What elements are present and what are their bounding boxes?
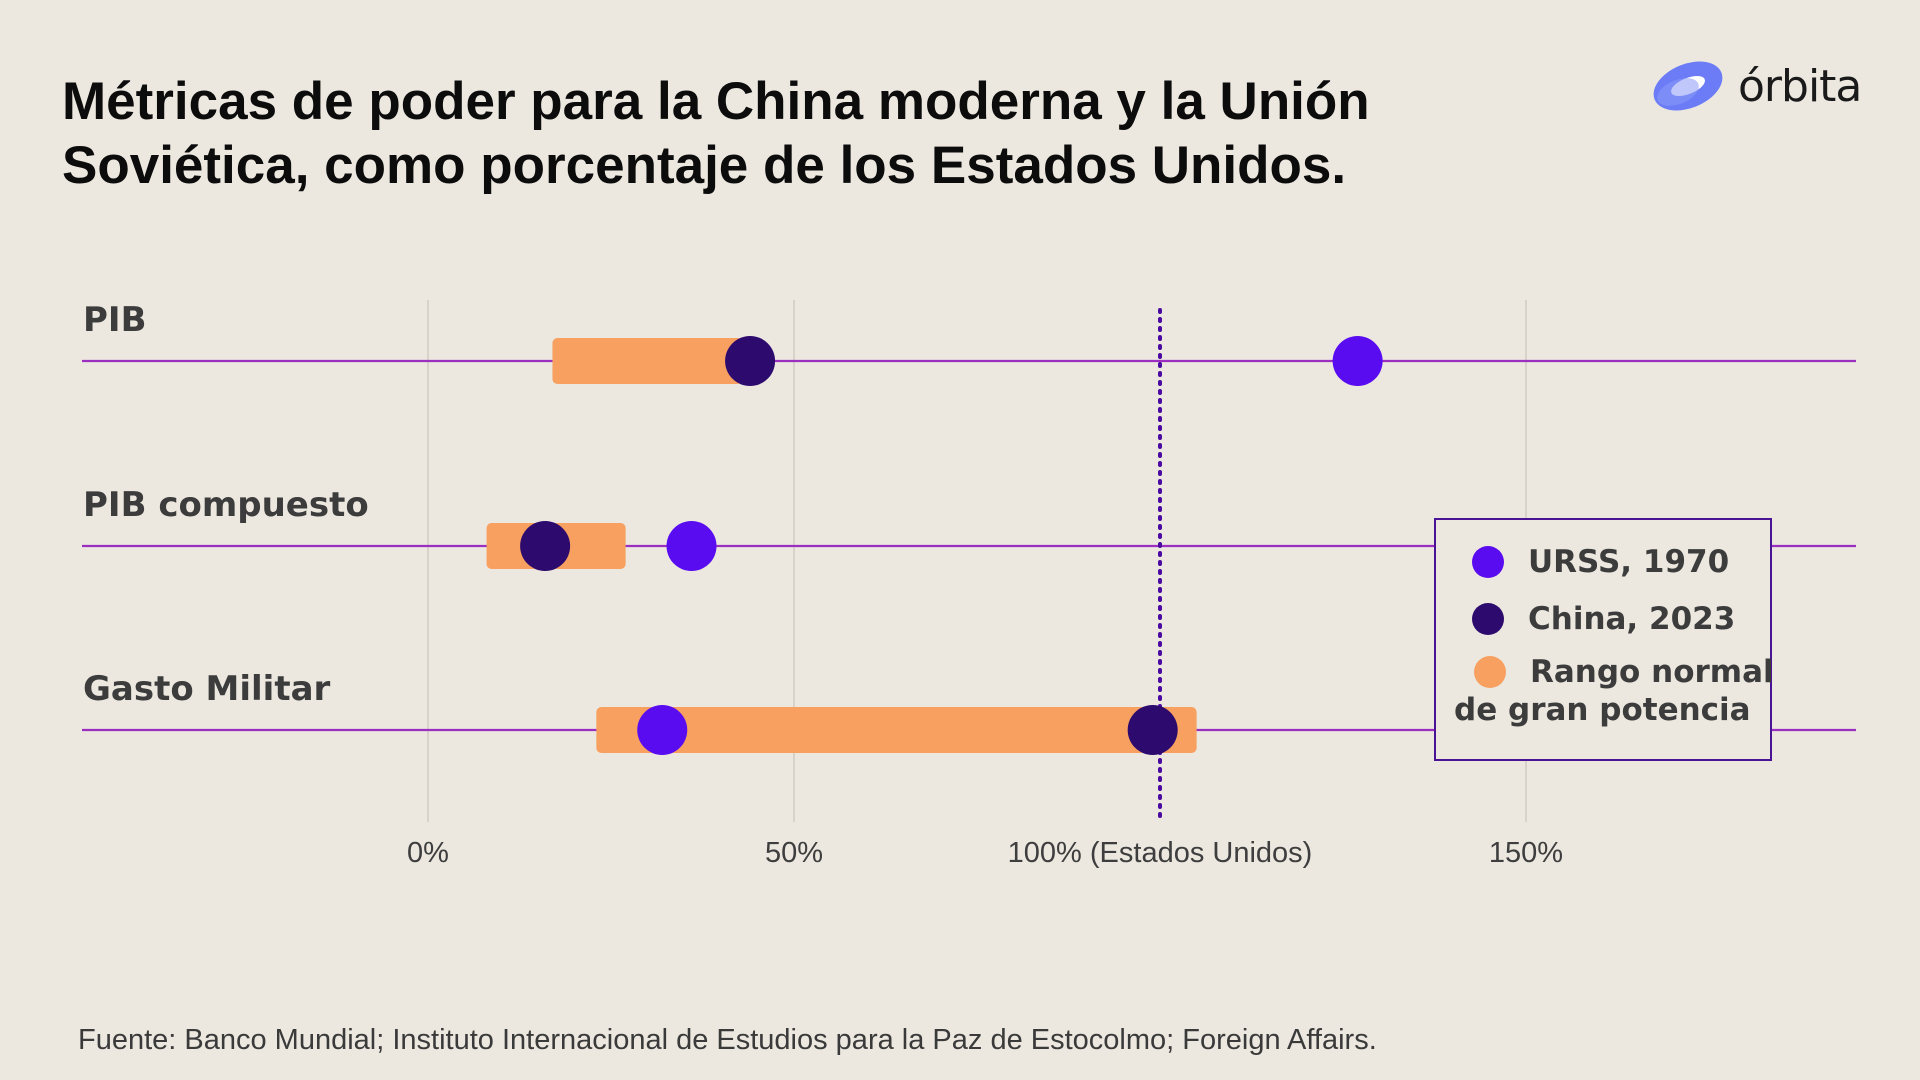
category-label-0: PIB	[83, 300, 146, 340]
range-bar-0	[552, 338, 743, 384]
legend-label-range-line-2: de gran potencia	[1454, 692, 1751, 728]
chart-title-line-2: Soviética, como porcentaje de los Estado…	[62, 136, 1347, 195]
chart-title-line-1: Métricas de poder para la China moderna …	[62, 72, 1370, 131]
legend-item-range: Rango normal de gran potencia	[1454, 654, 1774, 728]
legend-swatch-china	[1472, 603, 1504, 635]
legend-label-range-line-1: Rango normal	[1530, 654, 1774, 690]
ussr-point-2	[637, 705, 688, 755]
chart-title: Métricas de poder para la China moderna …	[62, 70, 1482, 198]
legend-item-ussr: URSS, 1970	[1472, 544, 1729, 580]
china-point-2	[1127, 705, 1178, 755]
legend-swatch-ussr	[1472, 546, 1504, 578]
legend-item-china: China, 2023	[1472, 601, 1735, 637]
x-tick-label-1: 50%	[765, 837, 823, 869]
category-label-2: Gasto Militar	[83, 669, 331, 709]
x-tick-label-0: 0%	[407, 837, 449, 869]
china-point-1	[520, 521, 571, 571]
x-tick-label-2: 100% (Estados Unidos)	[1008, 837, 1313, 869]
legend-label-ussr: URSS, 1970	[1528, 544, 1730, 580]
chart-legend: URSS, 1970 China, 2023 Rango normal de g…	[1434, 518, 1774, 761]
ussr-point-1	[666, 521, 717, 571]
orbit-logo-icon	[1653, 61, 1723, 111]
brand-name: órbita	[1738, 60, 1862, 112]
china-point-0	[725, 336, 776, 386]
category-label-1: PIB compuesto	[83, 485, 369, 525]
ussr-point-0	[1332, 336, 1383, 386]
brand-logo: órbita	[1648, 54, 1862, 118]
source-note: Fuente: Banco Mundial; Instituto Interna…	[78, 1024, 1377, 1056]
legend-swatch-range	[1474, 656, 1506, 688]
range-bar-2	[596, 707, 1197, 753]
x-tick-label-3: 150%	[1489, 837, 1563, 869]
legend-label-china: China, 2023	[1528, 601, 1736, 637]
